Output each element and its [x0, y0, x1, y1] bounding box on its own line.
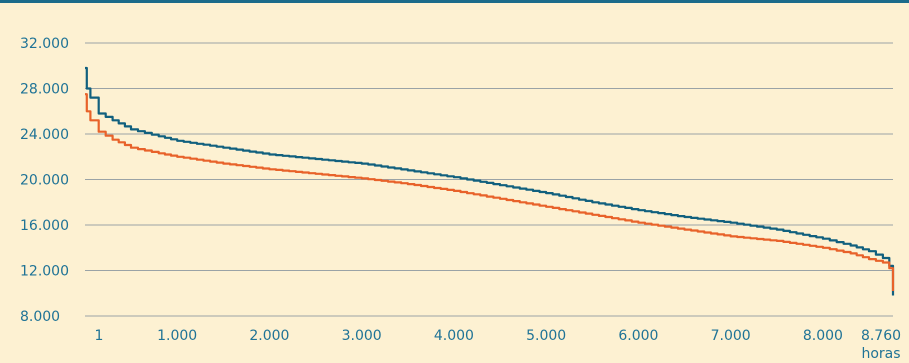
- y-tick-label: 8.000: [20, 309, 60, 325]
- x-tick-label: 4.000: [434, 328, 474, 344]
- series-line-2: [85, 93, 895, 291]
- x-tick-label: 6.000: [618, 328, 658, 344]
- grid-layer: [85, 42, 893, 317]
- x-tick-label: 5.000: [526, 328, 566, 344]
- x-tick-label: 7.000: [711, 328, 751, 344]
- x-axis-label: horas: [861, 346, 900, 362]
- x-tick-label: 3.000: [342, 328, 382, 344]
- y-tick-label: 28.000: [20, 82, 69, 98]
- y-tick-label: 16.000: [20, 218, 69, 234]
- y-tick-label: 24.000: [20, 127, 69, 143]
- x-tick-label: 1.000: [157, 328, 197, 344]
- y-tick-label: 20.000: [20, 173, 69, 189]
- y-axis-ticks: 8.000 12.000 16.000 20.000 24.000 28.000 32.00…: [20, 36, 69, 325]
- line-chart: 8.00012.00016.00020.00024.00028.00032.00…: [20, 36, 902, 362]
- x-tick-label: 2.000: [249, 328, 289, 344]
- series-layer: [85, 66, 895, 296]
- series-line-1: [85, 66, 895, 296]
- x-axis-ticks: 1 1.000 2.000 3.000 4.000 5.000 6.000 7.000 8.00…: [95, 328, 902, 344]
- x-tick-label: 1: [95, 328, 104, 344]
- x-tick-label: 8.760: [861, 328, 901, 344]
- x-tick-label: 8.000: [803, 328, 843, 344]
- y-tick-label: 32.000: [20, 36, 69, 52]
- y-tick-label: 12.000: [20, 264, 69, 280]
